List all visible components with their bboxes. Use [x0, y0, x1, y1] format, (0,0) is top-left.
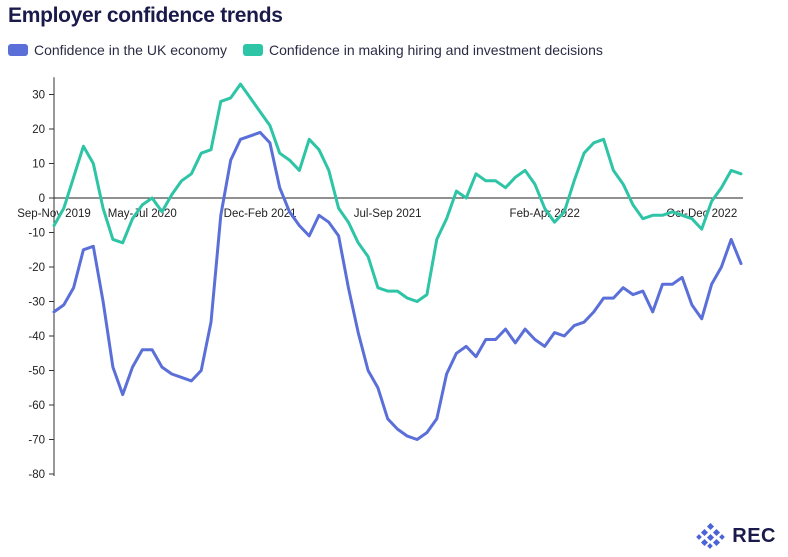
y-tick-label--60: -60 — [28, 400, 45, 412]
x-tick-label-4: Feb-Apr 2022 — [510, 208, 580, 220]
y-tick-label-30: 30 — [32, 90, 45, 102]
x-tick-label-1: May-Jul 2020 — [108, 208, 177, 220]
legend-label-hiring-investment: Confidence in making hiring and investme… — [269, 42, 603, 58]
y-tick-label--30: -30 — [28, 297, 45, 309]
y-tick-label-20: 20 — [32, 124, 45, 136]
x-tick-label-3: Jul-Sep 2021 — [354, 208, 422, 220]
legend-swatch-uk-economy — [8, 44, 28, 56]
y-tick-label--70: -70 — [28, 435, 45, 447]
legend-item-hiring-investment[interactable]: Confidence in making hiring and investme… — [243, 42, 603, 58]
series-line-1 — [52, 82, 743, 303]
rec-logo-icon — [696, 523, 726, 549]
y-tick-label--20: -20 — [28, 262, 45, 274]
x-tick-label-2: Dec-Feb 2021 — [224, 208, 297, 220]
chart-title: Employer confidence trends — [8, 4, 283, 27]
series-line-0 — [52, 130, 743, 441]
x-tick-label-0: Sep-Nov 2019 — [17, 208, 91, 220]
legend-item-uk-economy[interactable]: Confidence in the UK economy — [8, 42, 227, 58]
rec-logo-text: REC — [732, 524, 776, 547]
y-tick-label-10: 10 — [32, 159, 45, 171]
y-tick-label--40: -40 — [28, 331, 45, 343]
y-tick-label--80: -80 — [28, 469, 45, 481]
legend: Confidence in the UK economy Confidence … — [8, 42, 603, 58]
legend-swatch-hiring-investment — [243, 44, 263, 56]
y-tick-label--10: -10 — [28, 228, 45, 240]
rec-logo: REC — [696, 523, 776, 549]
legend-label-uk-economy: Confidence in the UK economy — [34, 42, 227, 58]
y-tick-label-0: 0 — [39, 193, 45, 205]
y-tick-label--50: -50 — [28, 366, 45, 378]
line-chart: 30 20 10 0 -10 -20 -30 -40 -50 -60 -70 -80 Sep-Nov 2… — [17, 77, 743, 481]
